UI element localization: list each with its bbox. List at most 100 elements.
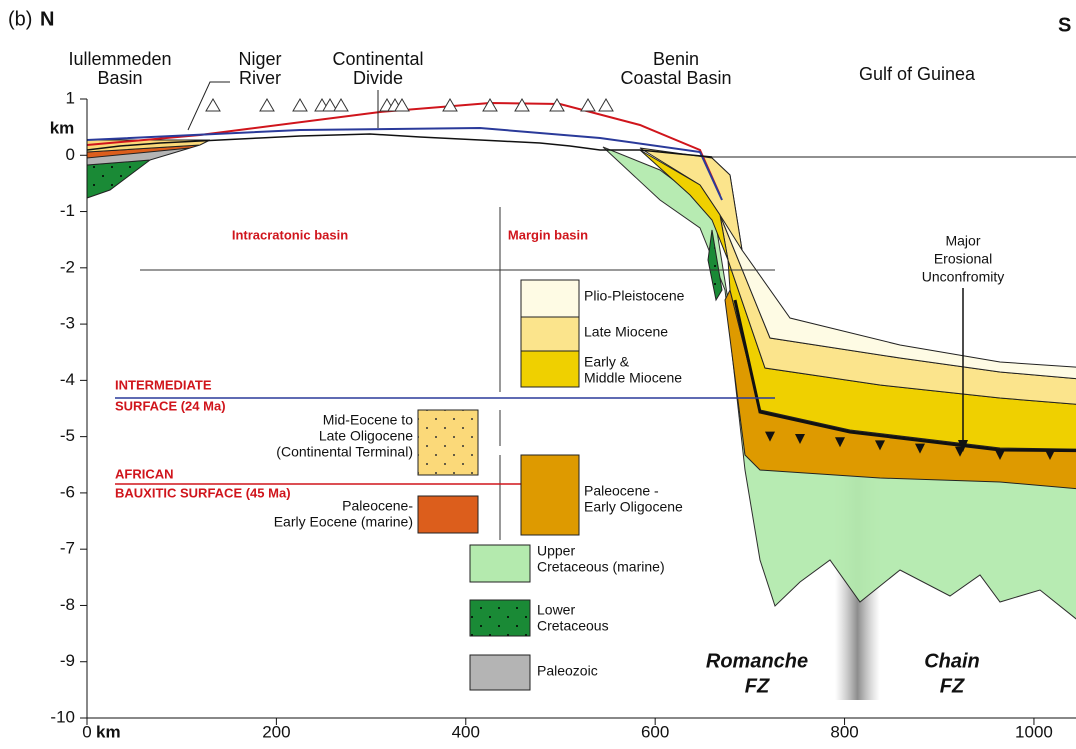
- x-unit: km: [96, 722, 121, 741]
- surface-label: INTERMEDIATE: [115, 377, 212, 392]
- surface-label: SURFACE (24 Ma): [115, 398, 226, 413]
- summit-marker: [259, 98, 275, 112]
- unconformity-tooth: [835, 437, 845, 448]
- legend-label: Early Eocene (marine): [274, 514, 413, 530]
- legend-label: Early Oligocene: [584, 499, 683, 515]
- y-tick-label: -7: [60, 539, 75, 558]
- unconformity-tooth: [765, 431, 775, 442]
- legend-swatch: [469, 654, 531, 691]
- y-tick-label: -5: [60, 426, 75, 445]
- legend-label: Cretaceous: [537, 618, 609, 634]
- legend-label: Plio-Pleistocene: [584, 288, 685, 304]
- arrow-head: [958, 440, 968, 452]
- legend-label: Late Oligocene: [319, 428, 413, 444]
- y-unit: km: [50, 118, 75, 137]
- summit-marker: [580, 98, 596, 112]
- fault-zone-label: FZ: [745, 675, 770, 697]
- legend-label: Late Miocene: [584, 324, 668, 340]
- legend-swatch: [520, 454, 580, 536]
- place-label: Niger: [238, 49, 281, 69]
- legend-swatch: [520, 316, 580, 352]
- place-label: Gulf of Guinea: [859, 64, 976, 84]
- south-label: S: [1058, 14, 1071, 36]
- annotation: Erosional: [934, 251, 992, 267]
- x-tick-label: 400: [452, 722, 480, 741]
- intermediate-surface: [86, 126, 723, 201]
- legend-label: (Continental Terminal): [276, 444, 413, 460]
- summit-marker: [394, 98, 410, 112]
- legend-label: Paleocene -: [584, 483, 659, 499]
- x-tick-label: 600: [641, 722, 669, 741]
- fault-zone-label: FZ: [940, 675, 965, 697]
- y-tick-label: -2: [60, 257, 75, 276]
- y-tick-label: -3: [60, 314, 75, 333]
- summit-marker: [482, 98, 498, 112]
- legend-label: Paleocene-: [342, 498, 413, 514]
- summit-marker: [292, 98, 308, 112]
- legend-swatch: [417, 495, 479, 534]
- place-label: Iullemmeden: [68, 49, 171, 69]
- place-label: River: [239, 68, 281, 88]
- section-header: Intracratonic basin: [232, 227, 348, 242]
- legend-swatch: [520, 279, 580, 318]
- x-tick-label: 1000: [1015, 722, 1053, 741]
- place-label: Basin: [97, 68, 142, 88]
- place-label: Divide: [353, 68, 403, 88]
- legend-label: Mid-Eocene to: [323, 412, 413, 428]
- legend-label: Early &: [584, 354, 630, 370]
- unconformity-tooth: [915, 443, 925, 454]
- summit-marker: [598, 98, 614, 112]
- unconformity-tooth: [875, 440, 885, 451]
- x-tick-label: 800: [830, 722, 858, 741]
- fault-zone-label: Chain: [924, 650, 980, 672]
- topography: [86, 133, 713, 158]
- left-lower-cretaceous: [86, 159, 152, 199]
- summit-marker: [333, 98, 349, 112]
- y-tick-label: -4: [60, 370, 75, 389]
- legend-label: Middle Miocene: [584, 370, 682, 386]
- y-tick-label: -6: [60, 482, 75, 501]
- legend-swatch: [469, 544, 531, 583]
- legend-label: Paleozoic: [537, 663, 598, 679]
- place-label: Continental: [332, 49, 423, 69]
- y-tick-label: 0: [66, 145, 75, 164]
- summit-marker: [549, 98, 565, 112]
- x-tick-label: 0: [82, 722, 91, 741]
- unconformity: [733, 299, 1076, 453]
- place-label: Coastal Basin: [620, 68, 731, 88]
- y-tick-label: -10: [50, 707, 75, 726]
- surface-label: AFRICAN: [115, 466, 174, 481]
- unconformity-tooth: [795, 434, 805, 444]
- y-tick-label: -1: [60, 201, 75, 220]
- overlay: 1 0 -1 -2 -3 -4 -5 -6 -7 -8 -9 -10 0 200 400 600 800 1000…: [50, 49, 1076, 741]
- legend-label: Upper: [537, 543, 575, 559]
- summit-marker: [442, 98, 458, 112]
- legend-swatch: [417, 409, 479, 476]
- summit-marker: [205, 98, 221, 112]
- y-tick-label: -9: [60, 651, 75, 670]
- section-header: Margin basin: [508, 227, 588, 242]
- fault-zone-label: Romanche: [706, 650, 808, 672]
- geology: [86, 98, 1076, 700]
- surface-label: BAUXITIC SURFACE (45 Ma): [115, 485, 291, 500]
- summit-marker: [322, 98, 338, 112]
- legend-swatch: [469, 599, 531, 637]
- summit-marker: [514, 98, 530, 112]
- pointer: [187, 81, 230, 131]
- north-label: N: [40, 8, 54, 30]
- annotation: Unconfromity: [922, 269, 1004, 285]
- unconformity-tooth: [995, 450, 1005, 460]
- sea-outline: [712, 156, 1076, 158]
- shelf-early-miocene: [639, 149, 729, 261]
- x-tick-label: 200: [262, 722, 290, 741]
- legend-label: Cretaceous (marine): [537, 559, 665, 575]
- place-label: Benin: [653, 49, 699, 69]
- unconformity-tooth: [1045, 450, 1055, 460]
- y-tick-label: -8: [60, 595, 75, 614]
- legend-swatch: [520, 350, 580, 388]
- panel-label: (b): [8, 8, 32, 30]
- y-tick-label: 1: [66, 88, 75, 107]
- legend-label: Lower: [537, 602, 575, 618]
- annotation: Major: [945, 233, 980, 249]
